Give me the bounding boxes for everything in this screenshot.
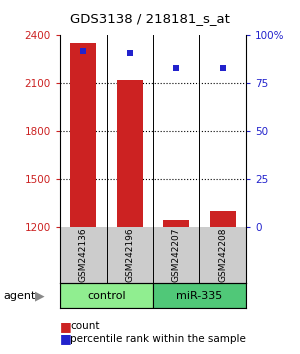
Text: control: control [87,291,126,301]
Text: percentile rank within the sample: percentile rank within the sample [70,334,246,344]
Point [220,65,225,71]
Text: GSM242196: GSM242196 [125,228,134,282]
Bar [70,44,96,227]
Bar [153,283,246,308]
Text: agent: agent [3,291,35,301]
Bar [164,220,189,227]
Text: GSM242136: GSM242136 [79,228,88,282]
Bar [210,211,236,227]
Point [81,48,86,53]
Text: ■: ■ [60,332,72,345]
Text: miR-335: miR-335 [176,291,223,301]
Bar [117,80,142,227]
Point [128,50,132,56]
Text: count: count [70,321,100,331]
Text: ■: ■ [60,320,72,333]
Bar [60,283,153,308]
Text: GSM242208: GSM242208 [218,228,227,282]
Text: GSM242207: GSM242207 [172,228,181,282]
Text: GDS3138 / 218181_s_at: GDS3138 / 218181_s_at [70,12,230,25]
Text: ▶: ▶ [34,289,44,302]
Point [174,65,178,71]
